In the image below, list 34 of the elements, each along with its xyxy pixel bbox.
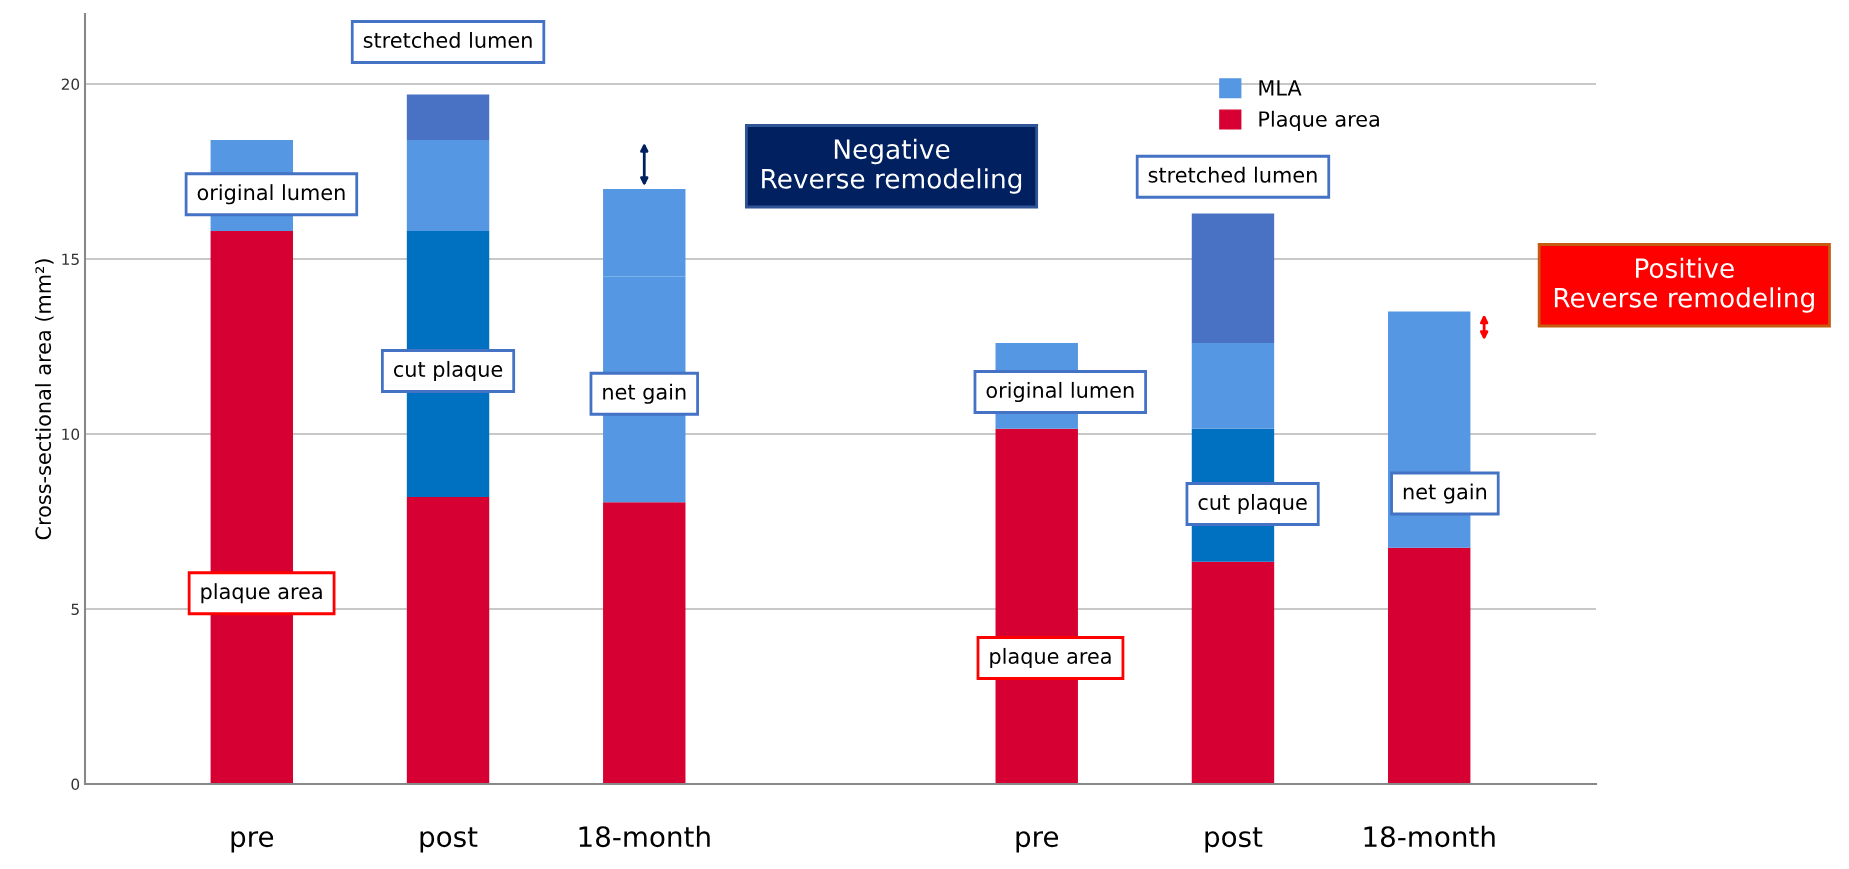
bar [406,94,490,140]
bar [1387,547,1471,784]
x-tick-label: post [1205,827,1263,853]
y-tick-label: 0 [71,778,80,791]
x-tick-label: 18-month [1364,825,1495,848]
x-tick-label: pre [231,831,274,853]
bar [406,497,490,784]
annotation: stretched lumen [363,31,532,49]
bar [1191,343,1275,429]
y-tick-label: 5 [71,603,79,616]
y-tick-label: 20 [61,78,80,91]
annotation: Positive Reverse remodeling [1554,257,1814,313]
annotation: original lumen [197,184,345,205]
annotation: net gain [603,383,686,404]
bar [406,140,490,231]
y-axis-title: Cross-sectional area (mm²) [34,259,54,540]
legend-label: MLA [1259,80,1302,96]
bar [1191,561,1275,784]
annotation: cut plaque [393,360,503,382]
annotation: plaque area [201,583,322,604]
x-tick-label: pre [1016,831,1059,853]
y-tick-label: 15 [62,253,79,266]
y-tick-label: 10 [62,428,80,441]
bar [1191,213,1275,343]
legend-label: Plaque area [1259,110,1379,131]
annotation: net gain [1403,483,1487,504]
annotation: Negative Reverse remodeling [762,138,1022,194]
x-tick-label: 18-month [579,825,710,848]
annotation: plaque area [990,647,1111,669]
bar [603,502,686,784]
annotation: cut plaque [1198,493,1307,515]
x-tick-label: post [420,827,478,853]
annotation: original lumen [986,381,1134,403]
annotation: stretched lumen [1148,166,1317,183]
